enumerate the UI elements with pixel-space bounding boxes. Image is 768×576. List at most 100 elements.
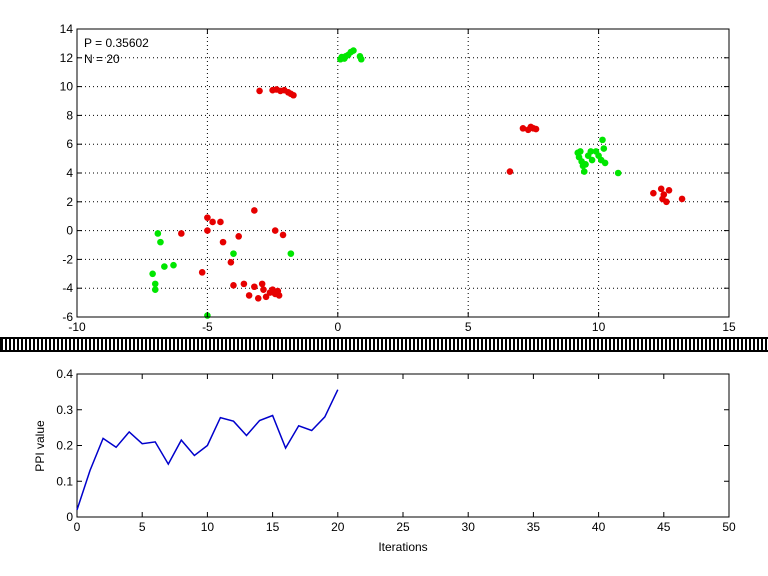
scatter-xtick-label: -10 xyxy=(68,320,86,334)
divider-stripe xyxy=(367,339,369,350)
divider-stripe xyxy=(3,339,5,350)
divider-stripe xyxy=(459,339,461,350)
divider-stripe xyxy=(155,339,157,350)
line-xtick-label: 10 xyxy=(201,520,215,534)
divider-stripe xyxy=(615,339,617,350)
divider-stripe xyxy=(719,339,721,350)
divider-stripe xyxy=(171,339,173,350)
divider-stripe xyxy=(707,339,709,350)
scatter-ticks: -10 -5 0 5 10 15 -6 -4 -2 0 2 4 6 8 10 12 14 xyxy=(60,22,736,334)
scatter-ytick-label: 8 xyxy=(66,108,73,122)
divider-stripe xyxy=(195,339,197,350)
divider-stripe xyxy=(231,339,233,350)
divider-stripe xyxy=(319,339,321,350)
divider-stripe xyxy=(415,339,417,350)
scatter-ytick-label: 12 xyxy=(60,51,74,65)
scatter-point xyxy=(275,292,283,299)
divider-stripe xyxy=(259,339,261,350)
divider-stripe xyxy=(671,339,673,350)
divider-stripe xyxy=(495,339,497,350)
divider-stripe xyxy=(403,339,405,350)
divider-stripe xyxy=(131,339,133,350)
divider-stripe xyxy=(539,339,541,350)
divider-stripe xyxy=(699,339,701,350)
divider-stripe xyxy=(95,339,97,350)
divider-stripe xyxy=(291,339,293,350)
scatter-point xyxy=(663,198,670,206)
divider-stripe xyxy=(631,339,633,350)
line-xtick-label: 40 xyxy=(592,520,606,534)
divider-stripe xyxy=(423,339,425,350)
scatter-annotation-n: N = 20 xyxy=(84,52,120,66)
divider-stripe xyxy=(567,339,569,350)
scatter-point xyxy=(149,270,156,278)
divider-stripe xyxy=(251,339,253,350)
divider-stripe xyxy=(559,339,561,350)
divider-stripe xyxy=(603,339,605,350)
divider-stripe xyxy=(7,339,9,350)
scatter-point xyxy=(209,218,216,226)
scatter-ytick-label: -6 xyxy=(62,310,73,324)
divider-stripe xyxy=(207,339,209,350)
divider-stripe xyxy=(587,339,589,350)
divider-stripe xyxy=(663,339,665,350)
divider-stripe xyxy=(731,339,733,350)
divider-stripe xyxy=(203,339,205,350)
divider-stripe xyxy=(175,339,177,350)
divider-stripe xyxy=(47,339,49,350)
scatter-point xyxy=(154,230,162,237)
divider-stripe xyxy=(115,339,117,350)
ppi-series-line xyxy=(76,389,339,511)
divider-stripe xyxy=(303,339,305,350)
scatter-point xyxy=(279,231,287,239)
scatter-point xyxy=(665,186,673,194)
divider-stripe xyxy=(99,339,101,350)
line-xtick-label: 0 xyxy=(74,520,81,534)
divider-stripe xyxy=(151,339,153,350)
line-xtick-label: 30 xyxy=(462,520,476,534)
divider-stripe xyxy=(59,339,61,350)
divider-stripe xyxy=(763,339,765,350)
divider-stripe xyxy=(67,339,69,350)
scatter-point xyxy=(577,148,584,155)
scatter-point xyxy=(178,230,185,237)
line-ytick-label: 0.3 xyxy=(56,403,73,417)
divider-stripe xyxy=(691,339,693,350)
divider-stripe xyxy=(475,339,477,350)
scatter-point xyxy=(227,258,235,266)
divider-stripe xyxy=(479,339,481,350)
divider-stripe xyxy=(711,339,713,350)
divider-stripe xyxy=(643,339,645,350)
divider-stripe xyxy=(563,339,565,350)
divider-stripe xyxy=(331,339,333,350)
divider-stripe xyxy=(623,339,625,350)
divider-stripe xyxy=(595,339,597,350)
scatter-point xyxy=(157,238,164,246)
scatter-point xyxy=(251,207,258,214)
divider-stripe xyxy=(83,339,85,350)
divider-stripe xyxy=(695,339,697,350)
divider-stripe xyxy=(755,339,757,350)
divider-stripe xyxy=(511,339,513,350)
divider-stripe xyxy=(759,339,761,350)
divider-stripe xyxy=(39,339,41,350)
scatter-plot: -10 -5 0 5 10 15 -6 -4 -2 0 2 4 6 8 10 12 14 P = 0.35602… xyxy=(60,22,736,334)
scatter-point xyxy=(600,145,608,152)
divider-stripe xyxy=(43,339,45,350)
divider-stripe xyxy=(683,339,685,350)
divider-stripe xyxy=(575,339,577,350)
scatter-point xyxy=(258,280,266,288)
divider-stripe xyxy=(15,339,17,350)
divider-stripe xyxy=(547,339,549,350)
scatter-point xyxy=(204,214,211,221)
divider-stripe xyxy=(399,339,401,350)
scatter-point xyxy=(219,238,227,246)
scatter-xtick-label: -5 xyxy=(202,320,213,334)
divider-stripe xyxy=(371,339,373,350)
scatter-xtick-label: 10 xyxy=(592,320,606,334)
divider-stripe xyxy=(79,339,81,350)
scatter-point xyxy=(170,261,177,269)
scatter-point xyxy=(599,136,606,144)
ppi-line-plot: 0 5 10 15 20 25 30 35 40 45 50 0 0.1 0.2 0.3 0.4 Iterat… xyxy=(33,367,736,554)
